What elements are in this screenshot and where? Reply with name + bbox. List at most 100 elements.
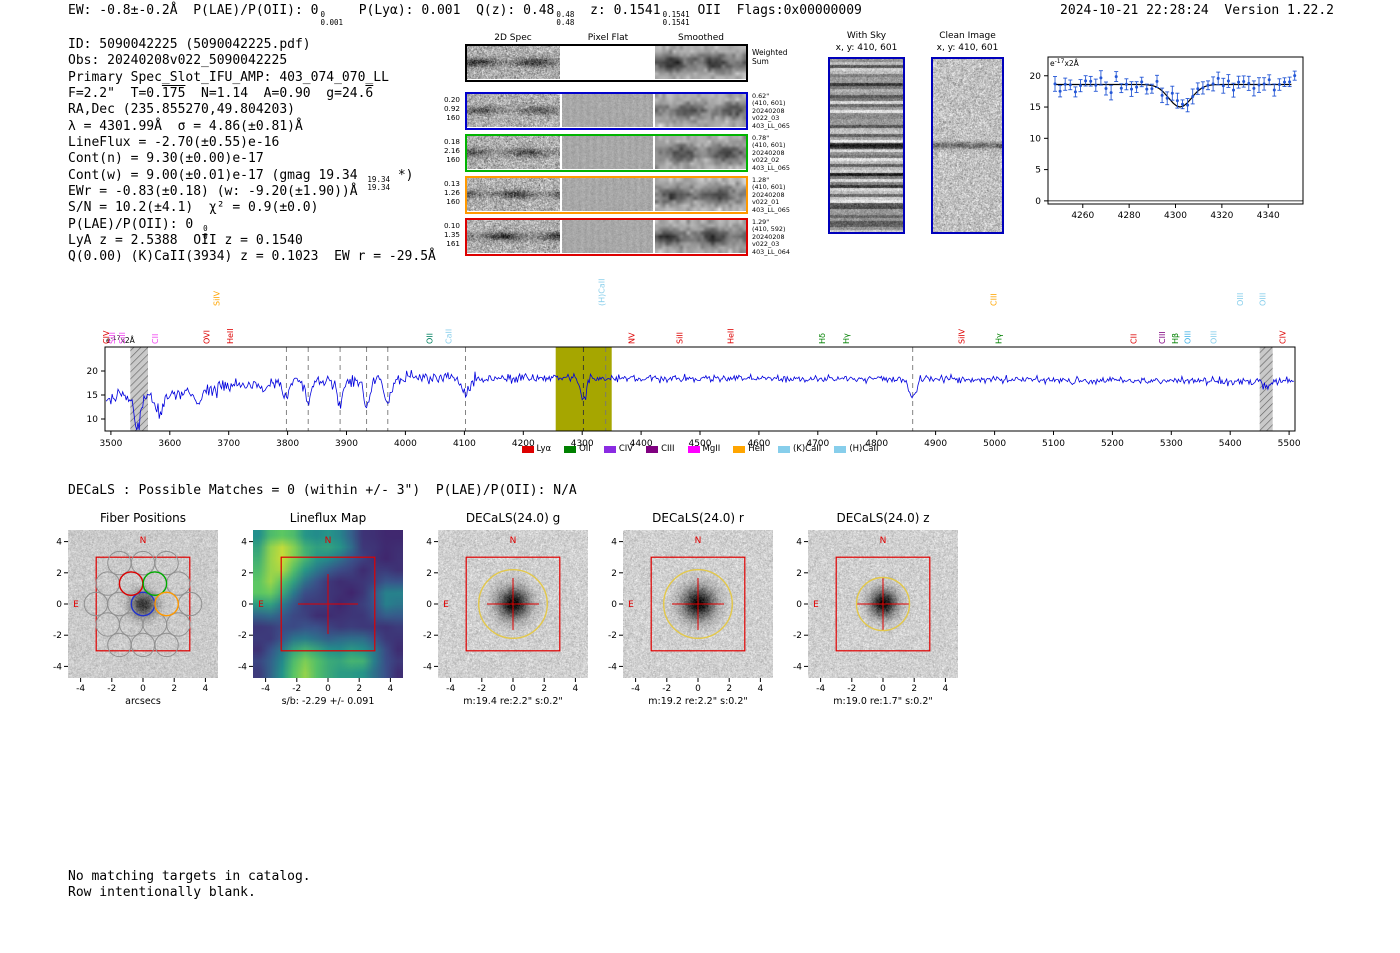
- fiber-row-annotation-line: 403_LL_064: [752, 247, 790, 256]
- qz-lower: 0.48: [556, 17, 575, 27]
- cutout-overlay: Fiber Positions N E -4 -4 -2 -2 0 0 2 2 4 4 arcsecs: [53, 511, 209, 707]
- fiber-row-weight-value: 0.92: [443, 103, 460, 113]
- svg-text:m:19.0 re:1.7" s:0.2": m:19.0 re:1.7" s:0.2": [833, 696, 933, 707]
- svg-text:4: 4: [388, 684, 394, 694]
- svg-text:0: 0: [241, 600, 247, 610]
- legend-label: CIII: [661, 444, 675, 454]
- svg-text:4000: 4000: [394, 439, 417, 449]
- svg-text:N: N: [510, 536, 517, 546]
- svg-text:4200: 4200: [512, 439, 535, 449]
- fiber-row-annotation-line: v022_03: [752, 240, 780, 249]
- svg-text:-4: -4: [608, 662, 617, 672]
- fiber-row-2-2d-spec-image: [467, 136, 560, 169]
- flags-text: Flags:0x00000009: [736, 3, 862, 18]
- svg-text:CIV: CIV: [1279, 330, 1288, 344]
- weighted-sum-label-1: Weighted: [752, 48, 788, 57]
- svg-text:4: 4: [758, 684, 764, 694]
- fiber-row-3-weights: 0.13 1.26 160: [432, 179, 460, 206]
- fiber-row-annotation-line: 1.29": [752, 218, 770, 226]
- info-cont-w-b: *): [390, 168, 414, 183]
- legend-item-hcaii: (H)CaII: [834, 444, 879, 454]
- timestamp: 2024-10-21 22:28:24: [1060, 3, 1209, 18]
- svg-text:DECaLS(24.0) r: DECaLS(24.0) r: [652, 511, 744, 525]
- svg-text:m:19.4 re:2.2" s:0.2": m:19.4 re:2.2" s:0.2": [463, 696, 563, 707]
- fiber-row-annotation-line: v022_02: [752, 156, 780, 165]
- legend-label: MgII: [702, 444, 721, 454]
- svg-text:-2: -2: [423, 631, 432, 641]
- svg-text:-4: -4: [238, 662, 247, 672]
- full-spectrum-chart: 3500 3600 3700 3800 3900 4000 4100 4200 4300 4400…: [87, 279, 1301, 449]
- legend-swatch: [603, 445, 616, 453]
- z-classification: OII: [697, 3, 721, 18]
- info-primary-spec: Primary Spec_Slot_IFU_AMP: 403_074_070_L…: [68, 70, 389, 85]
- svg-text:4800: 4800: [865, 439, 888, 449]
- qz-value: 0.48: [523, 3, 555, 18]
- fiber-row-annotation-line: (410, 601): [752, 99, 786, 108]
- fiber-row-weight-value: 0.18: [443, 137, 460, 146]
- svg-text:DECaLS(24.0) g: DECaLS(24.0) g: [466, 511, 560, 525]
- fiber-row-annotation-line: 20240208: [752, 190, 785, 199]
- cutout-image: [68, 530, 218, 678]
- svg-text:20: 20: [1030, 72, 1042, 82]
- cutout-overlay: DECaLS(24.0) z N E -4 -4 -2 -2 0 0 2 2 4 4 m:19.0 re:…: [793, 511, 949, 707]
- svg-text:SiII: SiII: [118, 332, 127, 344]
- legend-item-oii: OII: [564, 444, 591, 454]
- svg-text:E: E: [628, 600, 634, 610]
- svg-text:2: 2: [426, 569, 432, 579]
- svg-text:4: 4: [796, 538, 802, 548]
- svg-text:3600: 3600: [158, 439, 181, 449]
- gmag-lower: 19.34: [367, 182, 390, 192]
- legend-item-kcaii: (K)CaII: [777, 444, 822, 454]
- svg-text:-4: -4: [423, 662, 432, 672]
- weighted-sum-label: Weighted Sum: [752, 48, 788, 66]
- svg-text:2: 2: [56, 569, 62, 579]
- z-upper: 0.1541: [662, 10, 690, 19]
- svg-text:4: 4: [203, 684, 209, 694]
- svg-text:-4: -4: [793, 662, 802, 672]
- z-lower: 0.1541: [662, 17, 690, 27]
- legend-label: CIV: [618, 444, 634, 454]
- svg-text:CIII: CIII: [989, 293, 998, 306]
- legend-swatch: [521, 445, 534, 453]
- svg-text:20: 20: [87, 367, 99, 377]
- fiber-row-3-annotation: 1.28" (410, 601) 20240208 v022_01 403_LL_065: [752, 176, 824, 214]
- svg-text:4700: 4700: [806, 439, 829, 449]
- svg-text:-4: -4: [76, 684, 85, 694]
- legend-label: OII: [579, 444, 591, 454]
- svg-text:OIII: OIII: [1184, 331, 1193, 344]
- fiber-row-weight-value: 2.16: [443, 145, 460, 155]
- svg-text:4600: 4600: [747, 439, 770, 449]
- fiber-row-2-smoothed-image: [655, 136, 746, 169]
- svg-text:-2: -2: [238, 631, 247, 641]
- info-redshifts: LyA z = 2.5388 OII z = 0.1540: [68, 233, 303, 248]
- with-sky-title: With Sky: [846, 31, 887, 41]
- fiber-row-annotation-line: 403_LL_065: [752, 205, 790, 214]
- legend-swatch: [687, 445, 700, 453]
- ew-text: EW: -0.8±-0.2Å: [68, 3, 178, 18]
- summary-header: EW: -0.8±-0.2Å P(LAE)/P(OII): 0 0 0.001 P(…: [68, 3, 862, 26]
- svg-text:-4: -4: [446, 684, 455, 694]
- weighted-sum-smoothed-image: [655, 46, 746, 79]
- svg-text:-2: -2: [53, 631, 62, 641]
- svg-text:E: E: [258, 600, 264, 610]
- svg-text:0: 0: [325, 684, 331, 694]
- svg-text:4400: 4400: [630, 439, 653, 449]
- fiber-row-4-weights: 0.10 1.35 161: [432, 221, 460, 248]
- legend-label: Lyα: [536, 444, 552, 454]
- svg-text:-4: -4: [53, 662, 62, 672]
- info-id: ID: 5090042225 (5090042225.pdf): [68, 37, 311, 52]
- svg-text:15: 15: [1030, 103, 1041, 113]
- fiber-row-annotation-line: 403_LL_065: [752, 121, 790, 130]
- fiber-row-1-weights: 0.20 0.92 160: [432, 95, 460, 122]
- svg-text:-2: -2: [107, 684, 116, 694]
- svg-text:5100: 5100: [1042, 439, 1065, 449]
- timestamp-version: 2024-10-21 22:28:24 Version 1.22.2: [1060, 3, 1334, 18]
- plae-label: P(LAE)/P(OII):: [193, 3, 303, 18]
- legend-label: (K)CaII: [792, 444, 822, 454]
- legend-swatch: [646, 445, 659, 453]
- plae2-upper: 0: [203, 224, 208, 233]
- info-wavelength-sigma: λ = 4301.99Å σ = 4.86(±0.81)Å: [68, 119, 303, 134]
- svg-text:Lineflux Map: Lineflux Map: [290, 511, 366, 525]
- svg-text:4300: 4300: [1164, 211, 1187, 221]
- fiber-row-weight-value: 160: [446, 196, 460, 206]
